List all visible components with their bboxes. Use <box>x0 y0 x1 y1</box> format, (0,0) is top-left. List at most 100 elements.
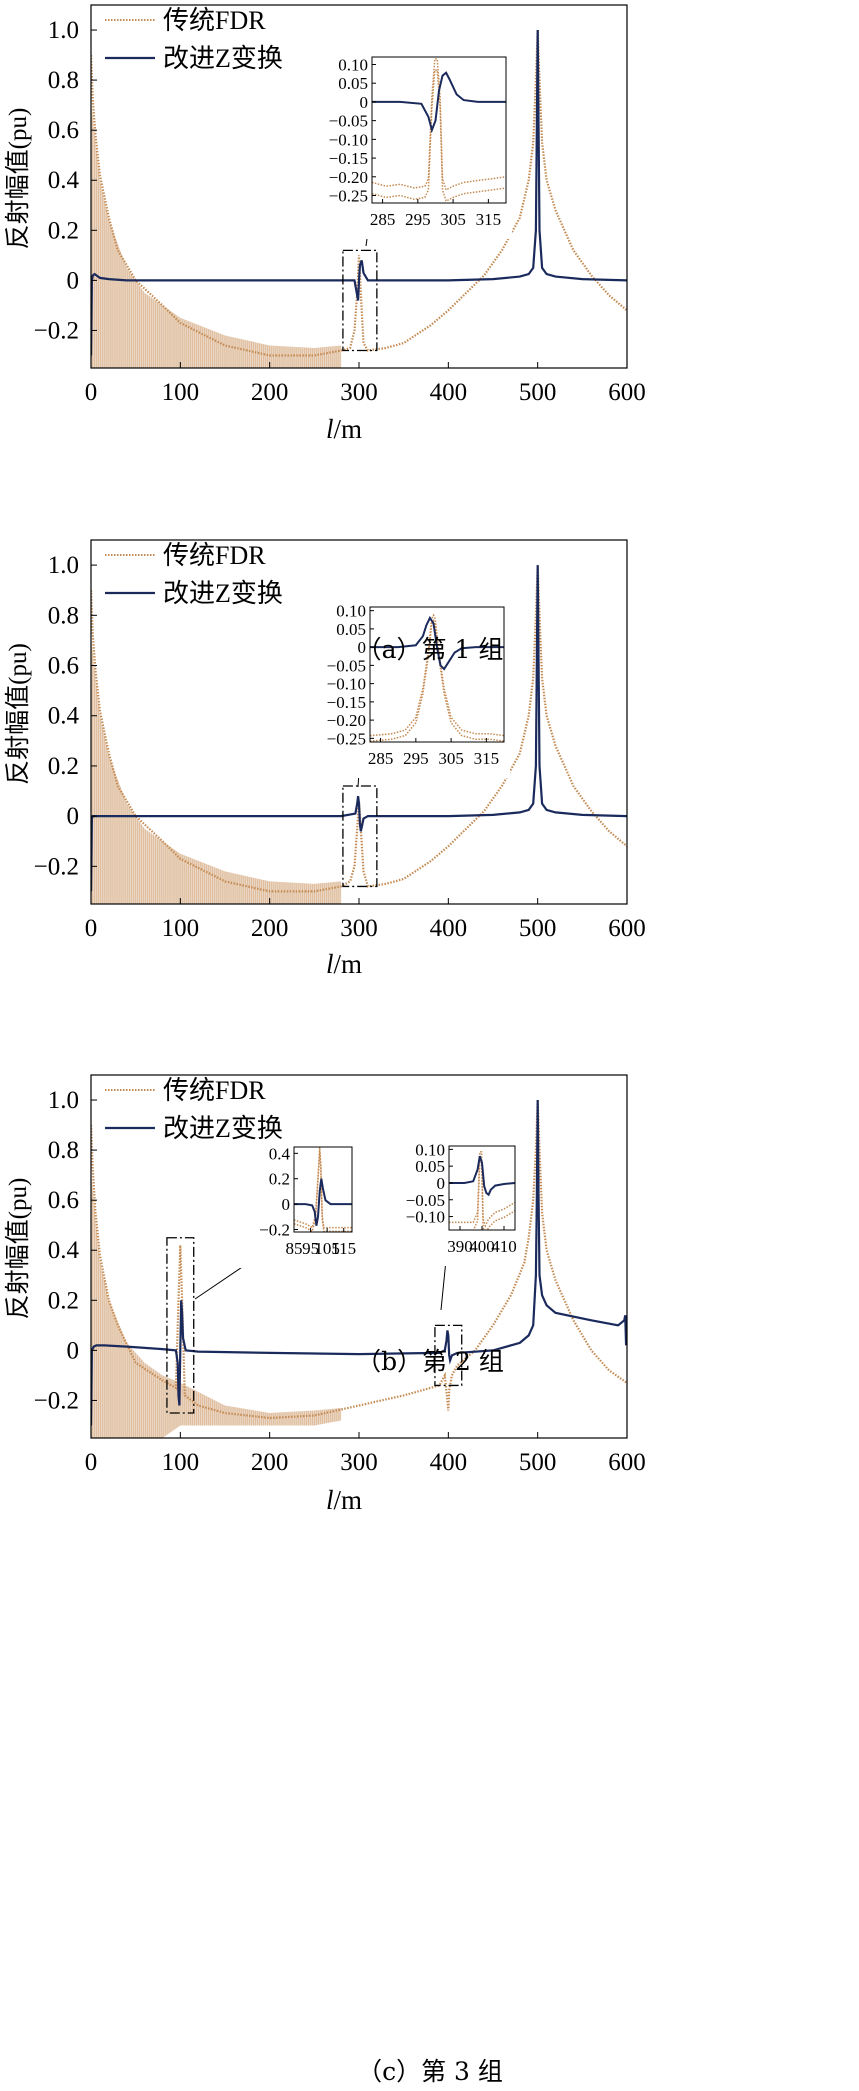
y-tick-label: 0.2 <box>48 753 79 780</box>
x-tick-label: 500 <box>519 1449 557 1476</box>
inset-y-tick-label: 0.2 <box>269 1170 290 1189</box>
inset-background <box>379 1140 521 1266</box>
inset-x-tick-label: 115 <box>331 1239 356 1258</box>
inset-x-tick-label: 105 <box>314 1239 340 1258</box>
x-tick-label: 600 <box>608 1449 646 1476</box>
x-tick-label: 500 <box>519 915 557 942</box>
inset-y-tick-label: 0 <box>360 93 369 112</box>
inset-x-tick-label: 295 <box>405 210 431 229</box>
inset-y-tick-label: 0.10 <box>338 55 368 74</box>
x-tick-label: 600 <box>608 915 646 942</box>
y-axis-label: 反射幅值(pu) <box>4 1178 32 1320</box>
y-tick-label: 0.4 <box>48 703 80 730</box>
inset-y-tick-label: 0 <box>437 1174 446 1193</box>
inset-fdr-line-lower <box>372 69 506 203</box>
inset-x-tick-label: 400 <box>469 1237 495 1256</box>
y-tick-label: 0.4 <box>48 167 80 194</box>
fdr-oscillation-band <box>91 635 342 904</box>
legend-z-label: 改进Z变换 <box>163 44 283 73</box>
x-tick-label: 200 <box>251 379 289 406</box>
x-axis-label-symbol: l <box>326 949 334 979</box>
chart-panel-2: 0 100 200 300 400 500 600 −0.2 0 0.2 0.4 0.6 0.8 1.0 l… <box>4 1074 646 1515</box>
legend-fdr-label: 传统FDR <box>163 541 266 570</box>
inset-z-line <box>449 1155 515 1197</box>
inset-x-tick-label: 305 <box>440 210 466 229</box>
inset-y-tick-label: −0.20 <box>327 711 366 730</box>
x-tick-label: 400 <box>430 915 468 942</box>
fdr-envelope <box>91 1170 342 1438</box>
x-axis-label: l/m <box>326 1485 362 1515</box>
zoom-box <box>434 1324 463 1387</box>
x-tick-label: 100 <box>162 915 200 942</box>
inset-y-tick-label: 0 <box>358 638 367 657</box>
inset-0: 285 295 305 3150.100.050−0.05−0.10−0.15−0.2… <box>302 51 512 239</box>
inset-background <box>300 601 510 778</box>
y-tick-label: 1.0 <box>48 17 79 44</box>
x-axis-label-unit: /m <box>334 414 363 444</box>
inset-x-tick-label: 410 <box>491 1237 517 1256</box>
inset-y-tick-label: −0.15 <box>329 149 368 168</box>
inset-fdr-line <box>449 1151 515 1228</box>
x-axis-label-unit: /m <box>334 1485 363 1515</box>
inset-y-tick-label: −0.15 <box>327 693 366 712</box>
inset-x-tick-label: 85 <box>286 1239 303 1258</box>
inset-0: 285 295 305 3150.100.050−0.05−0.10−0.15−0.2… <box>300 601 510 778</box>
inset-y-tick-label: 0 <box>282 1195 291 1214</box>
x-tick-label: 300 <box>340 379 378 406</box>
inset-y-tick-label: −0.10 <box>406 1208 445 1227</box>
x-tick-label: 0 <box>85 1449 98 1476</box>
y-tick-label: 0.6 <box>48 1187 79 1214</box>
inset-y-tick-label: −0.2 <box>259 1220 290 1239</box>
legend-fdr-label: 传统FDR <box>163 6 266 35</box>
inset-x-tick-label: 315 <box>474 749 500 768</box>
inset-x-tick-label: 390 <box>447 1237 473 1256</box>
x-tick-label: 200 <box>251 915 289 942</box>
inset-fdr-line <box>372 58 506 191</box>
inset-x-tick-label: 305 <box>438 749 464 768</box>
caption-c: （c）第 3 组 <box>357 2057 503 2086</box>
inset-y-tick-label: 0.05 <box>338 74 368 93</box>
inset-y-tick-label: −0.05 <box>329 112 368 131</box>
inset-y-tick-label: 0.05 <box>336 620 366 639</box>
inset-x-tick-label: 285 <box>370 210 396 229</box>
x-tick-label: 300 <box>340 1449 378 1476</box>
series-z-line <box>91 565 627 892</box>
inset-y-tick-label: −0.05 <box>406 1191 445 1210</box>
inset-x-tick-label: 295 <box>403 749 429 768</box>
inset-z-line <box>372 71 506 134</box>
inset-y-tick-label: −0.25 <box>327 729 366 748</box>
inset-fdr-line <box>294 1147 352 1229</box>
caption-b: （b）第 2 组 <box>356 1347 504 1376</box>
legend-z-label: 改进Z变换 <box>163 1114 283 1143</box>
inset-y-tick-label: −0.05 <box>327 656 366 675</box>
x-axis-label-symbol: l <box>326 414 334 444</box>
y-tick-label: 0.6 <box>48 117 79 144</box>
inset-background <box>302 51 512 239</box>
x-axis-label-unit: /m <box>334 949 363 979</box>
x-axis-label: l/m <box>326 949 362 979</box>
y-tick-label: 0.2 <box>48 1287 79 1314</box>
inset-y-tick-label: −0.10 <box>329 130 368 149</box>
zoom-box <box>166 1237 195 1414</box>
x-tick-label: 0 <box>85 379 98 406</box>
legend-z-label: 改进Z变换 <box>163 579 283 608</box>
x-axis-label-symbol: l <box>326 1485 334 1515</box>
inset-z-line <box>294 1178 352 1226</box>
inset-fdr-line-lower <box>472 1159 515 1230</box>
series-fdr-line <box>91 1099 627 1420</box>
series-z-line <box>91 29 627 356</box>
inset-y-tick-label: 0.05 <box>415 1157 445 1176</box>
y-tick-label: 0.6 <box>48 653 79 680</box>
y-tick-label: −0.2 <box>34 853 79 880</box>
x-tick-label: 0 <box>85 915 98 942</box>
inset-frame <box>293 1146 353 1233</box>
inset-y-tick-label: 0.4 <box>269 1144 291 1163</box>
y-tick-label: 0.4 <box>48 1237 80 1264</box>
zoom-box <box>342 785 378 888</box>
x-tick-label: 100 <box>162 1449 200 1476</box>
fdr-envelope <box>91 635 342 904</box>
x-tick-label: 100 <box>162 379 200 406</box>
x-tick-label: 300 <box>340 915 378 942</box>
